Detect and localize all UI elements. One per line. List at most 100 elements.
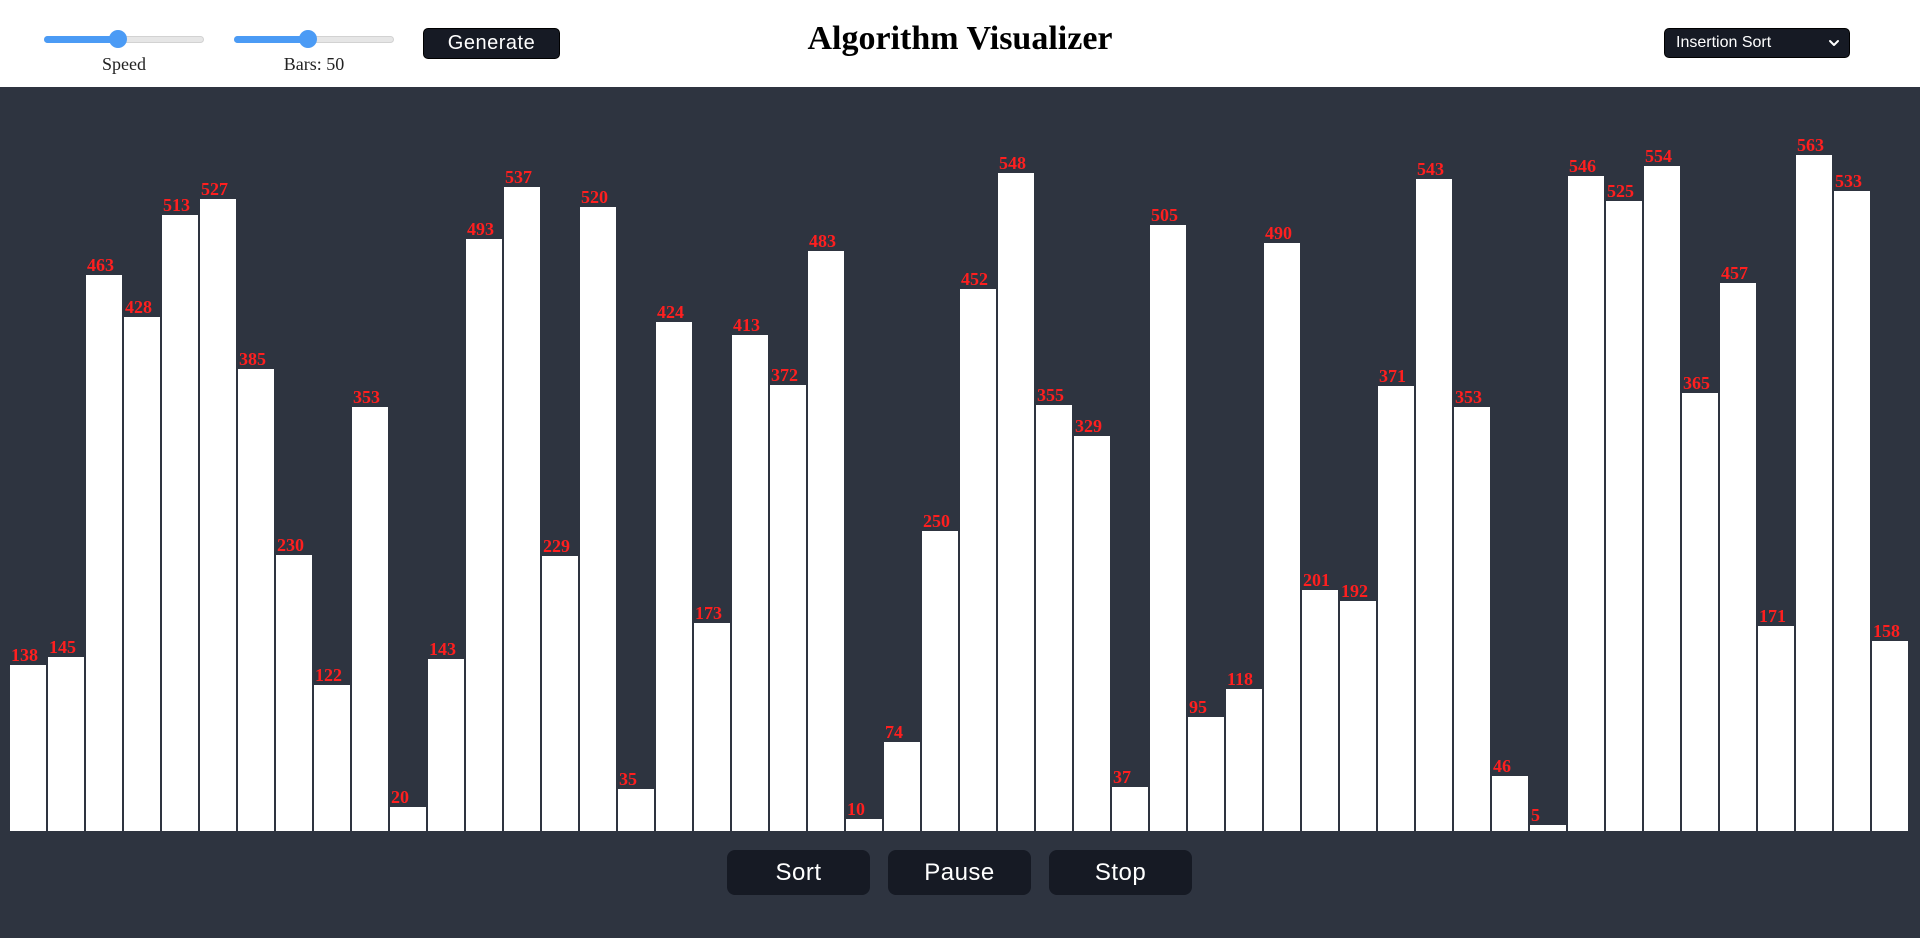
bar bbox=[314, 685, 350, 831]
pause-button[interactable]: Pause bbox=[888, 850, 1031, 895]
bars-count-label: Bars: 50 bbox=[283, 54, 345, 74]
bar-value-label: 505 bbox=[1151, 205, 1178, 225]
bar bbox=[1302, 590, 1338, 831]
algorithm-select[interactable]: Insertion Sort bbox=[1664, 28, 1850, 58]
bar-value-label: 546 bbox=[1569, 156, 1596, 176]
bar bbox=[846, 819, 882, 831]
bar-value-label: 413 bbox=[733, 315, 760, 335]
bar-value-label: 329 bbox=[1075, 416, 1102, 436]
bar-value-label: 424 bbox=[657, 302, 684, 322]
bar-value-label: 385 bbox=[239, 349, 266, 369]
bar-value-label: 74 bbox=[885, 722, 903, 742]
bar-value-label: 355 bbox=[1037, 385, 1064, 405]
bar-value-label: 452 bbox=[961, 269, 988, 289]
bar-value-label: 10 bbox=[847, 799, 865, 819]
bar bbox=[922, 531, 958, 831]
bar bbox=[1188, 717, 1224, 831]
bar-value-label: 171 bbox=[1759, 606, 1786, 626]
bar-value-label: 520 bbox=[581, 187, 608, 207]
bar bbox=[998, 173, 1034, 831]
bar bbox=[1074, 436, 1110, 831]
generate-button[interactable]: Generate bbox=[423, 28, 560, 59]
bar-value-label: 118 bbox=[1227, 669, 1254, 689]
bar bbox=[656, 322, 692, 831]
bar-value-label: 35 bbox=[619, 769, 637, 789]
bar bbox=[48, 657, 84, 831]
bar-value-label: 37 bbox=[1113, 767, 1131, 787]
bar-value-label: 513 bbox=[163, 195, 190, 215]
bar-value-label: 46 bbox=[1493, 756, 1511, 776]
bar bbox=[428, 659, 464, 831]
bars-slider-thumb[interactable] bbox=[298, 30, 317, 48]
bar-value-label: 143 bbox=[429, 639, 456, 659]
bar-value-label: 353 bbox=[1455, 387, 1482, 407]
bar-value-label: 371 bbox=[1379, 366, 1406, 386]
bar-value-label: 372 bbox=[771, 365, 798, 385]
bar bbox=[808, 251, 844, 831]
speed-slider-thumb[interactable] bbox=[108, 30, 127, 48]
bar bbox=[1530, 825, 1566, 831]
sort-button[interactable]: Sort bbox=[727, 850, 870, 895]
bar-value-label: 554 bbox=[1645, 146, 1672, 166]
bar-value-label: 95 bbox=[1189, 697, 1207, 717]
speed-control: Speed bbox=[44, 26, 204, 75]
bars-slider-fill bbox=[234, 36, 308, 43]
chevron-down-icon bbox=[1829, 40, 1839, 46]
bar-value-label: 20 bbox=[391, 787, 409, 807]
bar bbox=[466, 239, 502, 831]
bar-value-label: 250 bbox=[923, 511, 950, 531]
speed-slider[interactable] bbox=[44, 30, 204, 48]
bar bbox=[580, 207, 616, 831]
bar bbox=[960, 289, 996, 831]
bar bbox=[1492, 776, 1528, 831]
bars-slider[interactable] bbox=[234, 30, 394, 48]
bar bbox=[1416, 179, 1452, 831]
bar bbox=[238, 369, 274, 831]
bar-value-label: 493 bbox=[467, 219, 494, 239]
bar bbox=[770, 385, 806, 831]
bar bbox=[1112, 787, 1148, 831]
bar-value-label: 533 bbox=[1835, 171, 1862, 191]
bar bbox=[162, 215, 198, 831]
bar-value-label: 428 bbox=[125, 297, 152, 317]
bar bbox=[1720, 283, 1756, 831]
bar-value-label: 483 bbox=[809, 231, 836, 251]
stop-button[interactable]: Stop bbox=[1049, 850, 1192, 895]
bar bbox=[1758, 626, 1794, 831]
bar bbox=[1226, 689, 1262, 831]
bar-value-label: 490 bbox=[1265, 223, 1292, 243]
bar bbox=[1834, 191, 1870, 831]
bar bbox=[1378, 386, 1414, 831]
bar-value-label: 201 bbox=[1303, 570, 1330, 590]
bar-value-label: 158 bbox=[1873, 621, 1900, 641]
bar-value-label: 192 bbox=[1341, 581, 1368, 601]
bar bbox=[542, 556, 578, 831]
bar-value-label: 122 bbox=[315, 665, 342, 685]
bar bbox=[1150, 225, 1186, 831]
bar bbox=[10, 665, 46, 831]
bar bbox=[1568, 176, 1604, 831]
bar-value-label: 145 bbox=[49, 637, 76, 657]
bar-value-label: 229 bbox=[543, 536, 570, 556]
bar-value-label: 527 bbox=[201, 179, 228, 199]
bar bbox=[200, 199, 236, 831]
bar bbox=[1340, 601, 1376, 831]
bar bbox=[884, 742, 920, 831]
bar bbox=[86, 275, 122, 831]
bar bbox=[1264, 243, 1300, 831]
bar bbox=[1682, 393, 1718, 831]
bar bbox=[276, 555, 312, 831]
bar bbox=[1644, 166, 1680, 831]
bar-value-label: 543 bbox=[1417, 159, 1444, 179]
bar bbox=[1036, 405, 1072, 831]
bar-value-label: 457 bbox=[1721, 263, 1748, 283]
bar bbox=[390, 807, 426, 831]
top-toolbar: Speed Bars: 50 Generate Algorithm Visual… bbox=[0, 0, 1920, 87]
bar-value-label: 5 bbox=[1531, 805, 1540, 825]
bar-value-label: 138 bbox=[11, 645, 38, 665]
bar-value-label: 463 bbox=[87, 255, 114, 275]
bars-control: Bars: 50 bbox=[234, 26, 394, 75]
bar bbox=[618, 789, 654, 831]
bar-chart: 138 145 463 428 513 527 385 230 122 353 20 143 493 53… bbox=[10, 88, 1910, 831]
bar bbox=[124, 317, 160, 831]
